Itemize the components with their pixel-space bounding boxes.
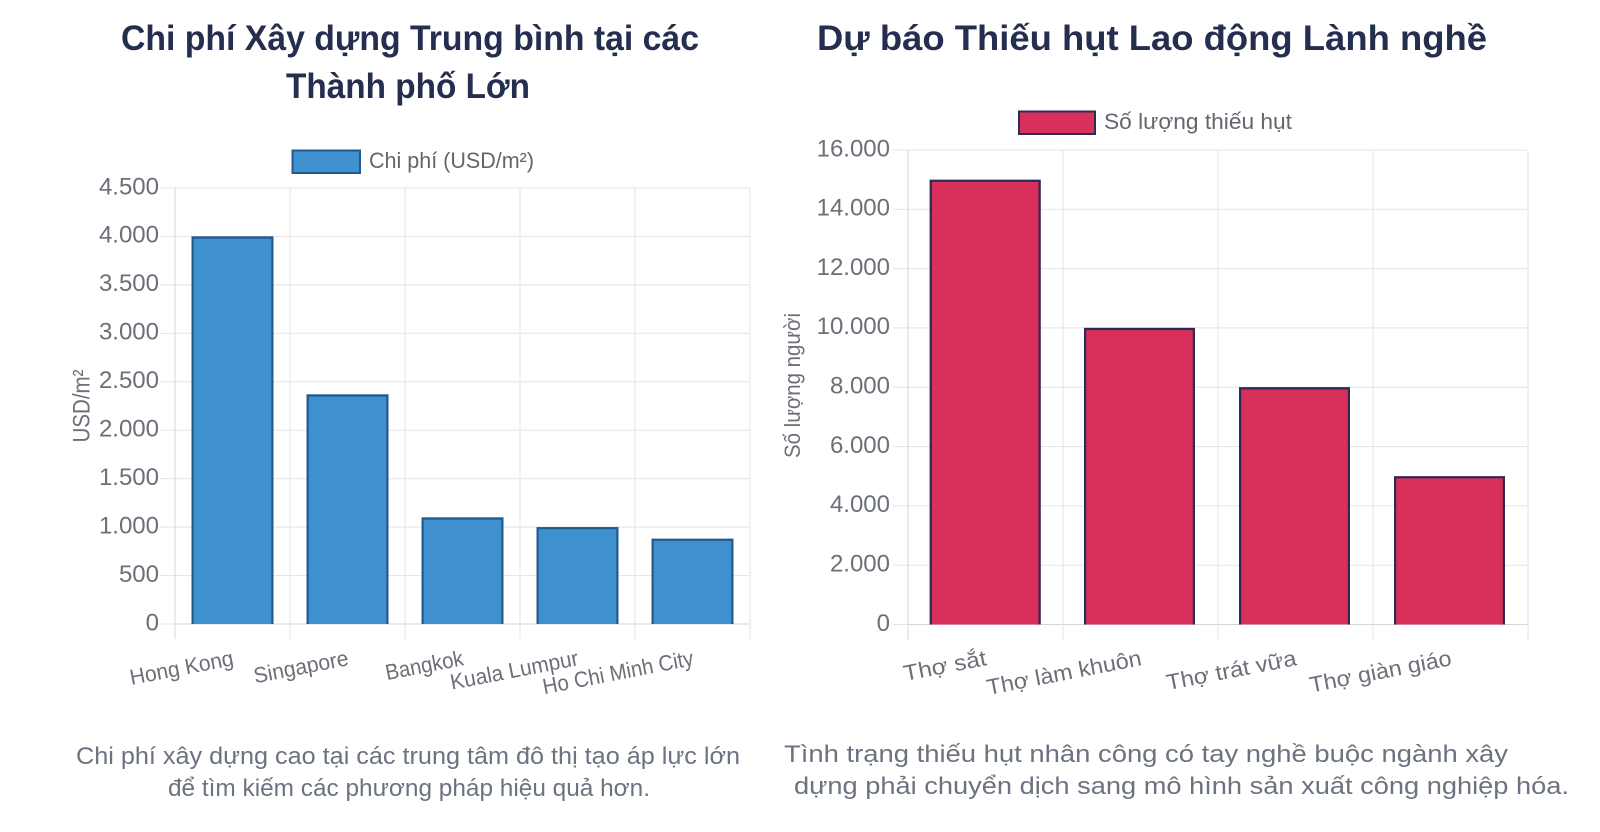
svg-text:3.500: 3.500: [99, 270, 159, 297]
svg-text:Chi phí Xây dựng Trung bình tạ: Chi phí Xây dựng Trung bình tại các: [121, 19, 699, 58]
svg-text:8.000: 8.000: [830, 373, 890, 400]
svg-text:3.000: 3.000: [99, 319, 159, 346]
svg-text:dựng phải chuyển dịch sang mô: dựng phải chuyển dịch sang mô hình sản x…: [794, 773, 1569, 800]
svg-text:500: 500: [119, 561, 159, 588]
svg-text:1.000: 1.000: [99, 512, 159, 539]
svg-text:6.000: 6.000: [830, 432, 890, 459]
svg-text:2.000: 2.000: [830, 551, 890, 578]
svg-text:4.000: 4.000: [830, 491, 890, 518]
svg-text:Tình trạng thiếu hụt nhân công: Tình trạng thiếu hụt nhân công có tay ng…: [784, 741, 1508, 768]
svg-text:4.500: 4.500: [99, 173, 159, 200]
svg-text:16.000: 16.000: [817, 135, 890, 162]
svg-text:USD/m²: USD/m²: [69, 369, 96, 442]
svg-text:1.500: 1.500: [99, 464, 159, 491]
svg-text:12.000: 12.000: [817, 254, 890, 281]
svg-text:14.000: 14.000: [817, 195, 890, 222]
svg-text:2.000: 2.000: [99, 416, 159, 443]
svg-text:Số lượng thiếu hụt: Số lượng thiếu hụt: [1104, 109, 1292, 134]
svg-text:Chi phí (USD/m²): Chi phí (USD/m²): [369, 148, 534, 173]
svg-text:Số lượng người: Số lượng người: [780, 313, 805, 458]
svg-text:để tìm kiếm các phương pháp hi: để tìm kiếm các phương pháp hiệu quả hơn…: [168, 775, 650, 802]
svg-text:Dự báo Thiếu hụt Lao động Lành: Dự báo Thiếu hụt Lao động Lành nghề: [817, 19, 1487, 58]
svg-text:Thành phố Lớn: Thành phố Lớn: [286, 67, 530, 106]
svg-text:Chi phí xây dựng cao tại các t: Chi phí xây dựng cao tại các trung tâm đ…: [76, 743, 740, 770]
svg-text:4.000: 4.000: [99, 222, 159, 249]
svg-text:0: 0: [146, 609, 159, 636]
svg-text:2.500: 2.500: [99, 367, 159, 394]
svg-text:0: 0: [877, 610, 890, 637]
svg-text:10.000: 10.000: [817, 313, 890, 340]
